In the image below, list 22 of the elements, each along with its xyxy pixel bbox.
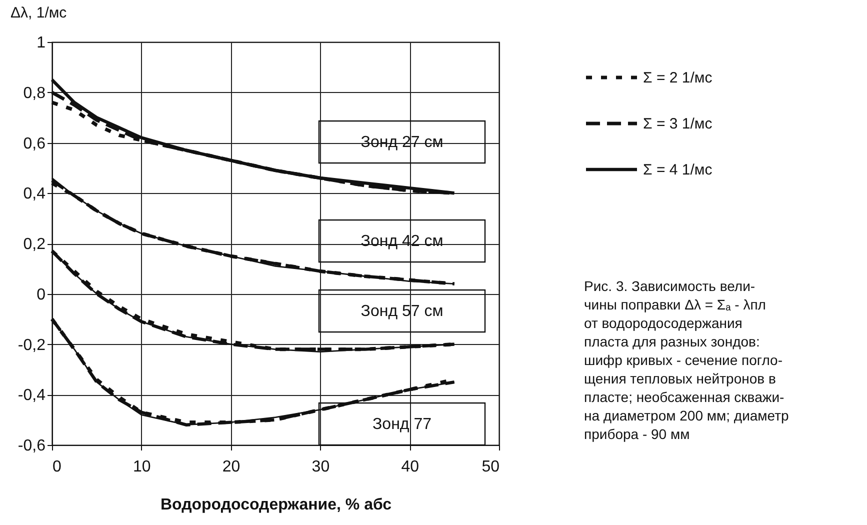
y-tick-label: -0,2	[18, 336, 46, 354]
y-tick-label: -0,6	[18, 438, 46, 454]
x-tick-label: 50	[482, 458, 500, 476]
x-tick-label: 20	[222, 458, 240, 476]
y-tick-label: 0,2	[23, 236, 46, 253]
x-tick-label: 30	[312, 458, 330, 476]
text: Рис. 3. Зависимость вели- чины поправки Δλ = Σₐ - λпл от водородосодержания пласта для разных зондов: шифр кривых - сечение погло- щения тепловых нейтронов в пласте; необсаженная скважи- на диаметром 200 мм; диаметр прибора - 90 мм	[584, 278, 789, 442]
x-tick-label: 10	[133, 458, 151, 476]
y-tick-label: -0,4	[18, 387, 46, 404]
x-tick-label: 0	[52, 458, 62, 476]
x-axis-title: Водородосодержание, % абс	[160, 496, 392, 514]
y-tick-label: 1	[36, 34, 46, 52]
y-tick-label: 0,8	[23, 84, 46, 102]
y-tick-label: 0	[36, 286, 46, 304]
legend-label: Σ = 2 1/мс	[643, 70, 713, 86]
y-tick-label: 0,6	[23, 135, 46, 152]
legend-label: Σ = 3 1/мс	[643, 116, 713, 132]
y-axis-title: Δλ, 1/мс	[10, 4, 68, 22]
y-tick-label: 0,4	[23, 186, 46, 203]
annotation: Зонд 77	[372, 416, 432, 433]
x-tick-label: 40	[401, 458, 420, 476]
legend-label: Σ = 4 1/мс	[643, 162, 713, 178]
